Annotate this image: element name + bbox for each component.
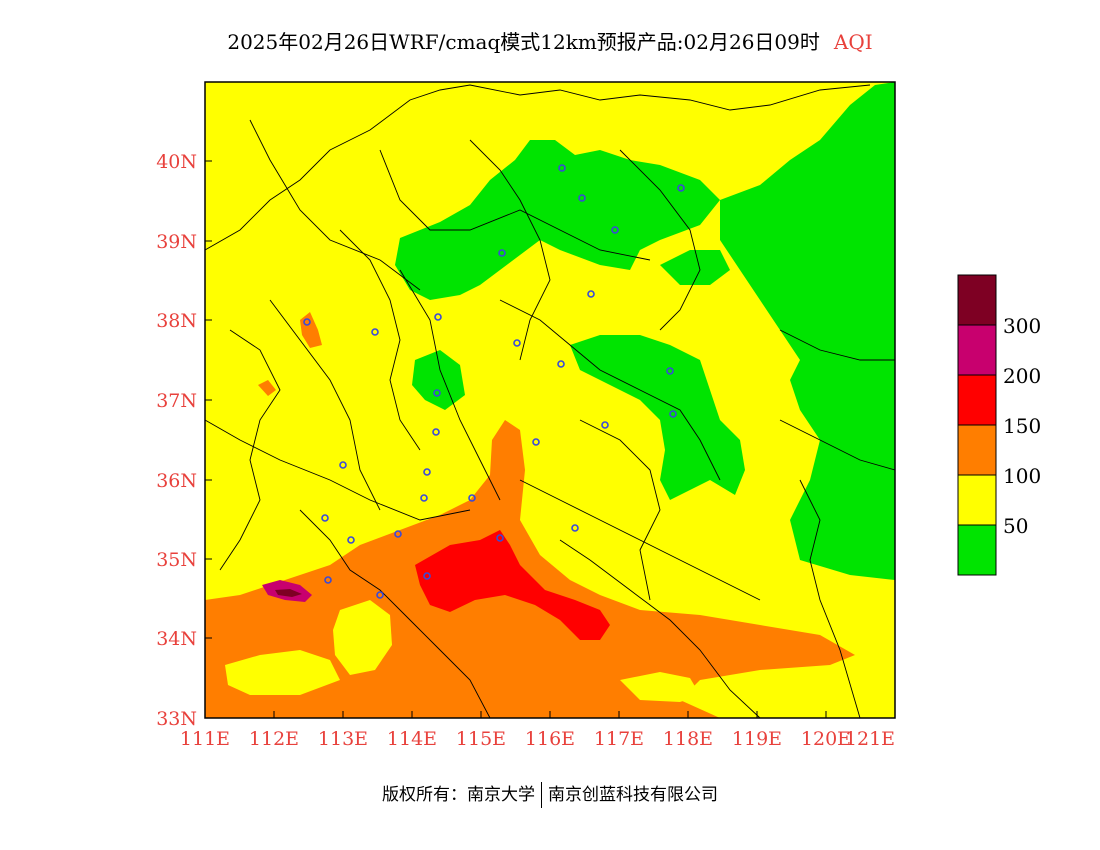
lon-label: 113E — [318, 728, 368, 750]
city-marker — [611, 226, 619, 234]
legend-label: 150 — [1003, 414, 1041, 438]
aqi-hazardous — [275, 589, 302, 597]
lat-label: 38N — [156, 310, 197, 332]
lat-ticks — [205, 160, 212, 639]
city-marker — [496, 534, 504, 542]
lat-label: 36N — [156, 470, 197, 492]
legend-label: 50 — [1003, 514, 1028, 538]
city-marker — [394, 530, 402, 538]
city-marker — [578, 194, 586, 202]
aqi-moderate-island-c — [620, 672, 700, 702]
city-marker — [420, 494, 428, 502]
city-marker — [587, 290, 595, 298]
city-marker — [557, 360, 565, 368]
copyright-left: 版权所有：南京大学 — [382, 785, 535, 805]
lat-labels: 40N 39N 38N 37N 36N 35N 34N 33N — [156, 151, 197, 730]
city-marker — [324, 576, 332, 584]
city-marker — [669, 410, 677, 418]
city-marker — [433, 389, 441, 397]
legend-label: 300 — [1003, 314, 1041, 338]
legend-label: 100 — [1003, 464, 1041, 488]
lat-label: 39N — [156, 231, 197, 253]
city-marker — [601, 421, 609, 429]
lon-labels: 111E 112E 113E 114E 115E 116E 117E 118E … — [180, 728, 895, 750]
city-marker — [666, 367, 674, 375]
city-marker — [677, 184, 685, 192]
aqi-unhealthy — [415, 530, 610, 640]
city-marker — [513, 339, 521, 347]
lon-label: 119E — [732, 728, 782, 750]
legend-swatch-hazardous — [958, 275, 996, 325]
city-marker — [558, 164, 566, 172]
city-marker — [321, 514, 329, 522]
lat-label: 34N — [156, 628, 197, 650]
province-boundaries — [205, 84, 895, 718]
lon-label: 117E — [594, 728, 644, 750]
lon-label: 116E — [525, 728, 575, 750]
legend-swatch-good — [958, 525, 996, 575]
city-marker — [434, 313, 442, 321]
title-product: AQI — [833, 30, 873, 54]
lat-label: 35N — [156, 549, 197, 571]
lon-label: 112E — [249, 728, 299, 750]
city-marker — [532, 438, 540, 446]
lon-ticks — [273, 711, 827, 718]
aqi-legend: 300 200 150 100 50 — [957, 274, 1041, 576]
aqi-good-small — [412, 350, 465, 410]
city-marker — [432, 428, 440, 436]
lon-label: 111E — [180, 728, 230, 750]
lon-label: 118E — [663, 728, 713, 750]
lon-label: 120E — [801, 728, 851, 750]
legend-swatch-unhealthy — [958, 375, 996, 425]
aqi-field — [205, 82, 895, 718]
city-marker — [423, 468, 431, 476]
city-marker — [498, 249, 506, 257]
map-title: 2025年02月26日WRF/cmaq模式12km预报产品:02月26日09时 A… — [0, 26, 1100, 55]
legend-label: 200 — [1003, 364, 1041, 388]
city-marker — [347, 536, 355, 544]
legend-swatch-very-unhealthy — [958, 325, 996, 375]
city-marker — [423, 572, 431, 580]
copyright: 版权所有：南京大学 南京创蓝科技有限公司 — [0, 780, 1100, 808]
lon-label: 115E — [456, 728, 506, 750]
city-marker — [371, 328, 379, 336]
aqi-good-blob — [660, 250, 730, 285]
title-main: 2025年02月26日WRF/cmaq模式12km预报产品:02月26日09时 — [227, 30, 820, 54]
city-marker — [468, 494, 476, 502]
legend-swatch-usg — [958, 425, 996, 475]
aqi-usg-north-spot — [300, 312, 322, 348]
lon-label: 114E — [387, 728, 437, 750]
aqi-moderate-island-a — [225, 650, 340, 695]
city-marker — [303, 318, 311, 326]
lat-label: 33N — [156, 708, 197, 730]
lon-label: 121E — [845, 728, 895, 750]
city-marker — [376, 591, 384, 599]
legend-swatch-moderate — [958, 475, 996, 525]
aqi-good-central — [570, 335, 745, 500]
copyright-divider — [541, 782, 542, 808]
lat-label: 40N — [156, 151, 197, 173]
copyright-right: 南京创蓝科技有限公司 — [548, 785, 718, 805]
city-marker — [339, 461, 347, 469]
aqi-good-north — [395, 140, 720, 300]
city-marker — [571, 524, 579, 532]
lat-label: 37N — [156, 390, 197, 412]
city-markers — [303, 164, 685, 599]
aqi-moderate-island-b — [333, 600, 392, 675]
aqi-usg-west-spot — [258, 380, 276, 396]
